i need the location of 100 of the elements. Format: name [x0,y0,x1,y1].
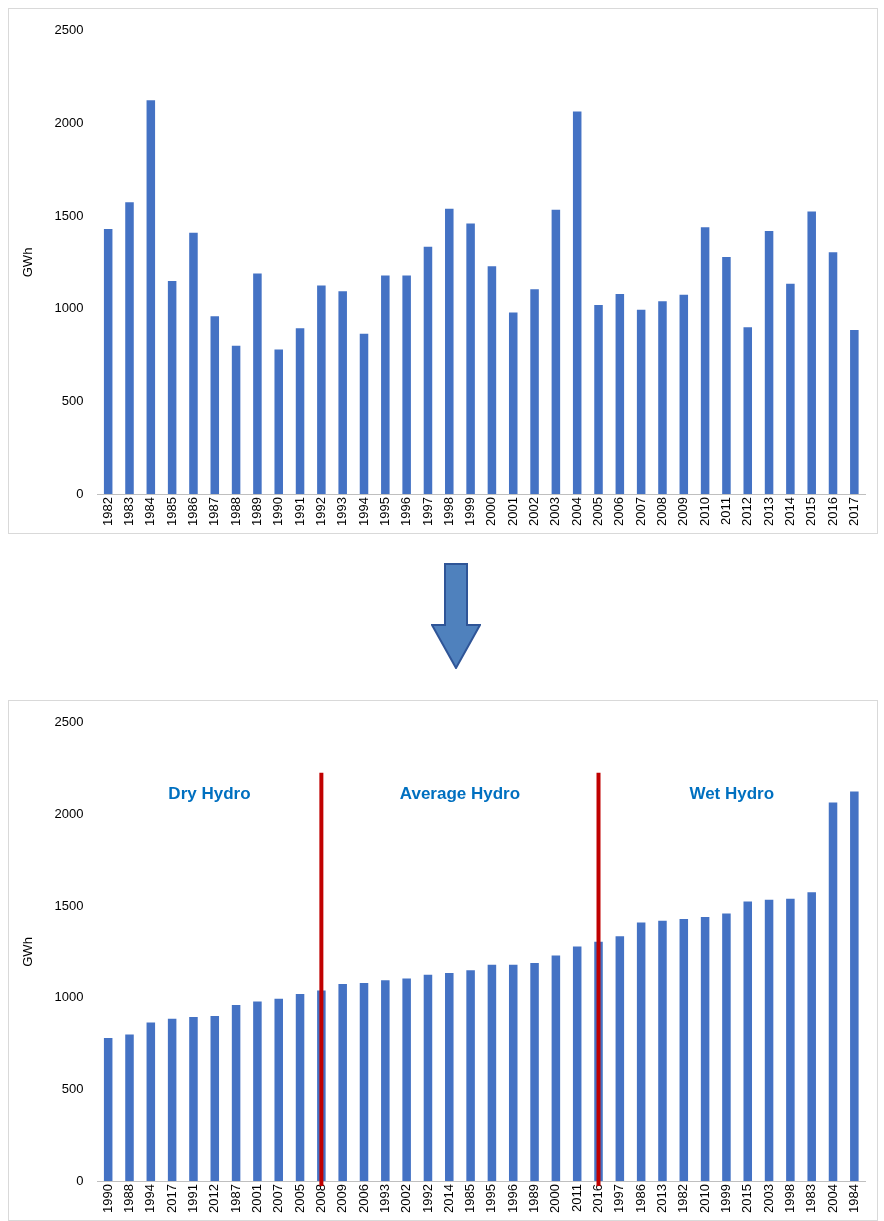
x-tick-label: 1983 [121,497,137,526]
bar [487,964,497,1182]
x-tick-label: 2011 [718,497,734,526]
bar [743,901,753,1182]
bar [381,275,390,495]
bar [295,994,305,1182]
x-tick-label: 1987 [206,497,222,526]
y-tick-label: 1500 [54,207,84,223]
bar [146,1022,156,1182]
bar [530,289,539,495]
x-tick-label: 1999 [718,1184,734,1213]
x-tick-label: 1993 [334,497,350,526]
annotation: Average Hydro [399,784,521,804]
x-tick-label: 2008 [312,1184,328,1213]
x-tick-label: 1984 [845,1184,861,1213]
bar [807,211,816,495]
bar [103,229,113,495]
bar [338,291,347,495]
y-tick-label: 2000 [54,806,84,822]
bar [231,1005,241,1182]
x-tick-label: 1989 [248,497,264,526]
bar [167,1018,177,1182]
x-tick-label: 1998 [440,497,456,526]
bar [359,983,369,1182]
bar [530,962,539,1182]
bar [807,892,816,1182]
x-tick-label: 2003 [547,497,563,526]
x-tick-label: 1982 [99,497,115,526]
bar [231,345,241,495]
x-tick-label: 2005 [590,497,606,526]
bar [850,791,859,1182]
x-tick-label: 2007 [632,497,648,526]
bar [764,230,774,495]
x-tick-label: 1996 [398,497,414,526]
bar [487,266,497,495]
y-tick-label: 0 [76,485,84,501]
x-tick-label: 2000 [547,1184,563,1213]
bar [466,223,475,495]
bar [125,1034,134,1182]
x-tick-label: 1983 [803,1184,819,1213]
bar [317,285,326,495]
y-tick-label: 500 [61,393,84,408]
bar [146,100,156,495]
x-tick-label: 2016 [824,497,840,526]
bar [466,970,475,1182]
x-tick-label: 2010 [696,1184,712,1213]
x-tick-label: 1989 [526,1184,542,1213]
x-tick-label: 1994 [355,497,371,526]
bar [722,913,731,1182]
bar [700,227,710,495]
bar [338,984,347,1182]
x-tick-label: 2010 [696,497,712,526]
x-tick-label: 2009 [334,1184,350,1213]
bar [423,974,433,1182]
bar [167,280,177,495]
x-tick-label: 1998 [781,1184,797,1213]
bar [636,309,646,495]
bar [572,111,582,495]
x-tick-label: 1992 [312,497,328,526]
bar [210,1016,220,1182]
x-tick-label: 2004 [568,497,584,526]
x-tick-label: 2015 [739,1184,755,1213]
x-tick-label: 1999 [462,497,478,526]
x-tick-label: 2006 [355,1184,371,1213]
bar [551,955,561,1182]
bar [743,327,753,495]
x-tick-label: 1997 [611,1184,627,1213]
y-tick-label: 1000 [54,300,84,316]
x-tick-label: 2016 [590,1184,606,1213]
bar [274,998,283,1182]
bar [615,293,625,495]
bar [359,333,369,495]
bar [594,305,603,495]
y-tick-label: 0 [76,1172,84,1188]
x-tick-label: 2002 [398,1184,414,1213]
bar [828,252,838,495]
bar [189,1017,198,1182]
bar [103,1038,113,1182]
x-tick-label: 2011 [568,1184,584,1213]
bar [679,918,689,1182]
bar [658,920,667,1182]
bar [402,275,411,495]
x-tick-label: 2000 [483,497,499,526]
x-tick-label: 1990 [270,497,286,526]
x-tick-label: 2012 [206,1184,222,1213]
bar [274,349,283,495]
annotation: Wet Hydro [689,784,775,804]
bar [210,316,220,495]
x-tick-label: 1996 [504,1184,520,1213]
bar [253,273,262,495]
x-tick-label: 1987 [227,1184,243,1213]
y-tick-label: 1500 [54,897,84,913]
x-tick-label: 1997 [419,497,435,526]
bar [615,936,625,1182]
y-axis-title: GWh [20,247,36,278]
x-tick-label: 2005 [291,1184,307,1213]
bar [850,330,859,495]
x-tick-label: 1991 [291,497,307,526]
y-tick-label: 1000 [54,989,84,1005]
bar [508,964,518,1182]
